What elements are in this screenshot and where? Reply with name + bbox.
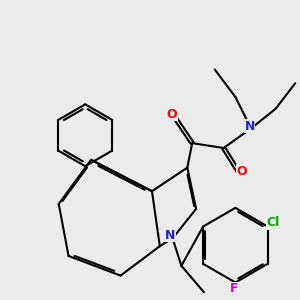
Text: N: N — [244, 119, 255, 133]
Text: Cl: Cl — [266, 217, 280, 230]
Text: O: O — [236, 165, 247, 178]
Text: F: F — [230, 282, 238, 296]
Text: N: N — [165, 229, 175, 242]
Text: O: O — [166, 108, 177, 121]
